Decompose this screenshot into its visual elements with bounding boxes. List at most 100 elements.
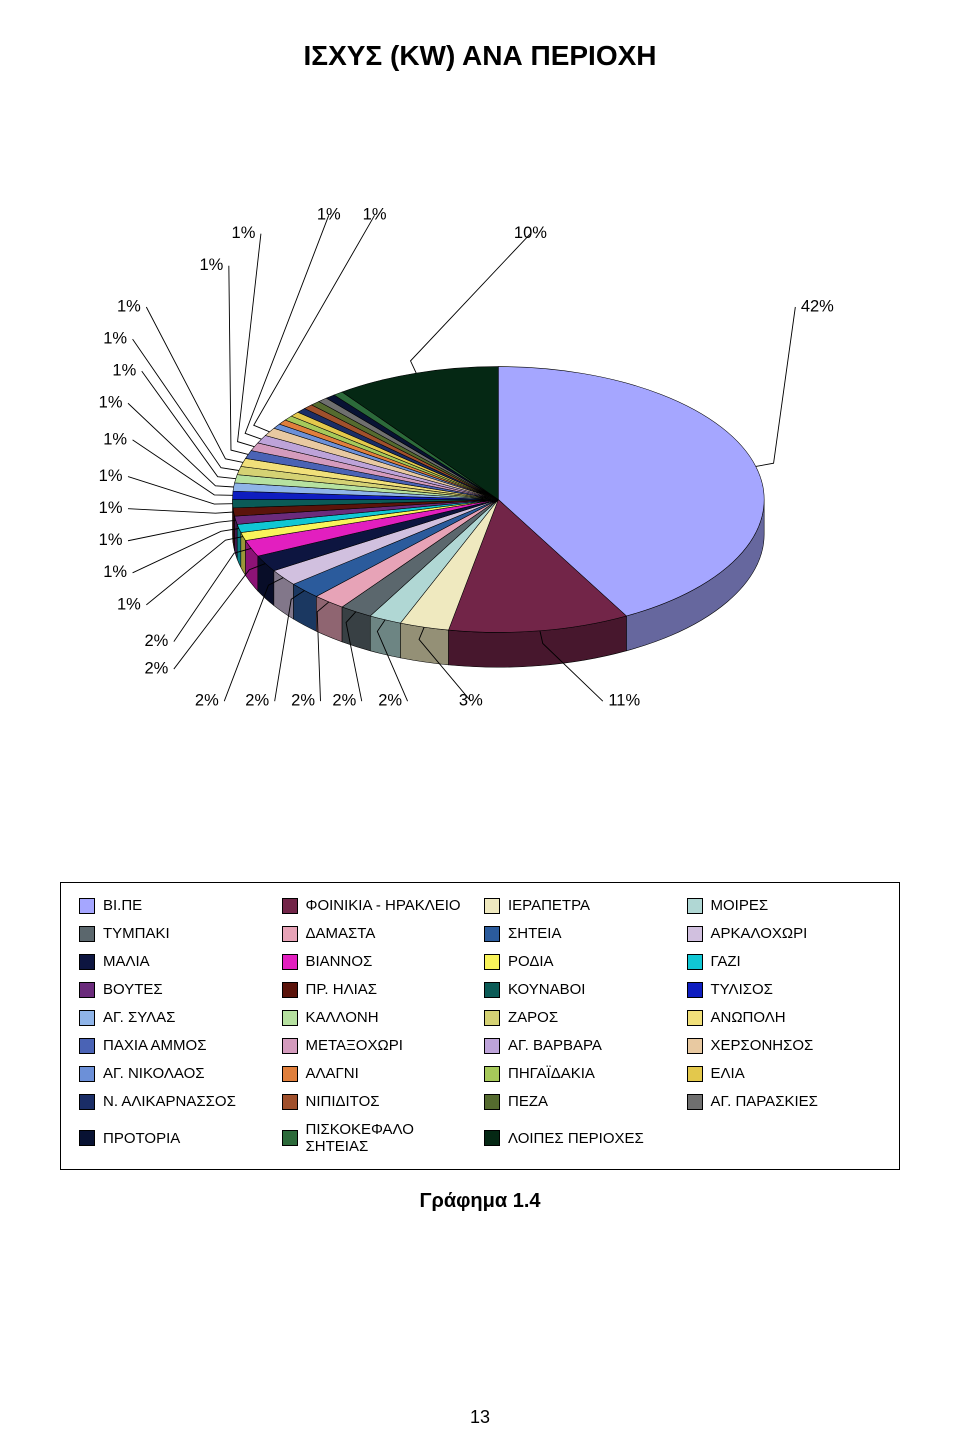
legend-label: ΒΙΑΝΝΟΣ	[306, 953, 373, 970]
legend-item: ΠΗΓΑΪΔΑΚΙΑ	[484, 1065, 679, 1082]
legend-label: ΜΑΛΙΑ	[103, 953, 150, 970]
legend-item: ΠΡΟΤΟΡΙΑ	[79, 1121, 274, 1155]
legend-swatch	[484, 954, 500, 970]
legend-label: ΧΕΡΣΟΝΗΣΟΣ	[711, 1037, 814, 1054]
legend-label: ΛΟΙΠΕΣ ΠΕΡΙΟΧΕΣ	[508, 1130, 644, 1147]
legend-item: ΜΑΛΙΑ	[79, 953, 274, 970]
legend-swatch	[687, 982, 703, 998]
legend-label: ΕΛΙΑ	[711, 1065, 745, 1082]
pie-callout-label: 2%	[195, 692, 219, 710]
page-number: 13	[0, 1407, 960, 1428]
legend-item: ΑΓ. ΠΑΡΑΣΚΙΕΣ	[687, 1093, 882, 1110]
legend-item: ΒΙ.ΠΕ	[79, 897, 274, 914]
legend-item: ΧΕΡΣΟΝΗΣΟΣ	[687, 1037, 882, 1054]
pie-callout-label: 1%	[232, 224, 256, 242]
legend-item: ΝΙΠΙΔΙΤΟΣ	[282, 1093, 477, 1110]
legend-swatch	[687, 1038, 703, 1054]
legend-item: ΖΑΡΟΣ	[484, 1009, 679, 1026]
pie-callout-label: 42%	[801, 297, 834, 315]
pie-callout-label: 2%	[144, 659, 168, 677]
chart-caption: Γράφημα 1.4	[40, 1190, 920, 1213]
legend-item: ΒΙΑΝΝΟΣ	[282, 953, 477, 970]
legend-label: ΑΡΚΑΛΟΧΩΡΙ	[711, 925, 808, 942]
pie-callout-label: 1%	[317, 206, 341, 224]
pie-callout-label: 1%	[363, 206, 387, 224]
legend-label: ΠΕΖΑ	[508, 1093, 548, 1110]
legend-swatch	[687, 1094, 703, 1110]
legend-item: ΑΓ. ΣΥΛΑΣ	[79, 1009, 274, 1026]
legend-label: ΑΛΑΓΝΙ	[306, 1065, 359, 1082]
legend-label: ΔΑΜΑΣΤΑ	[306, 925, 376, 942]
legend-label: ΡΟΔΙΑ	[508, 953, 554, 970]
legend-item: ΔΑΜΑΣΤΑ	[282, 925, 477, 942]
page: ΙΣΧΥΣ (KW) ΑΝΑ ΠΕΡΙΟΧΗ 42%11%3%2%2%2%2%2…	[0, 0, 960, 1452]
legend-swatch	[282, 1010, 298, 1026]
legend-item: ΦΟΙΝΙΚΙΑ - ΗΡΑΚΛΕΙΟ	[282, 897, 477, 914]
legend-swatch	[484, 1066, 500, 1082]
legend-label: ΚΟΥΝΑΒΟΙ	[508, 981, 585, 998]
legend-label: ΑΓ. ΠΑΡΑΣΚΙΕΣ	[711, 1093, 818, 1110]
pie-callout-label: 1%	[103, 329, 127, 347]
legend-label: ΠΗΓΑΪΔΑΚΙΑ	[508, 1065, 595, 1082]
legend-label: ΤΥΛΙΣΟΣ	[711, 981, 773, 998]
pie-callout-label: 2%	[245, 692, 269, 710]
legend-item: ΑΝΩΠΟΛΗ	[687, 1009, 882, 1026]
pie-callout-label: 1%	[112, 362, 136, 380]
legend-label: ΦΟΙΝΙΚΙΑ - ΗΡΑΚΛΕΙΟ	[306, 897, 461, 914]
legend-item: ΑΓ. ΝΙΚΟΛΑΟΣ	[79, 1065, 274, 1082]
pie-callout-label: 11%	[608, 692, 640, 710]
legend-item: Ν. ΑΛΙΚΑΡΝΑΣΣΟΣ	[79, 1093, 274, 1110]
legend-label: Ν. ΑΛΙΚΑΡΝΑΣΣΟΣ	[103, 1093, 236, 1110]
legend-swatch	[687, 954, 703, 970]
legend-swatch	[687, 1010, 703, 1026]
legend-item: ΤΥΜΠΑΚΙ	[79, 925, 274, 942]
pie-callout-label: 2%	[144, 632, 168, 650]
legend-swatch	[282, 1066, 298, 1082]
legend-swatch	[79, 926, 95, 942]
legend-swatch	[282, 926, 298, 942]
legend-swatch	[687, 1066, 703, 1082]
legend-item: ΛΟΙΠΕΣ ΠΕΡΙΟΧΕΣ	[484, 1121, 679, 1155]
legend-item: ΕΛΙΑ	[687, 1065, 882, 1082]
legend-label: ΑΝΩΠΟΛΗ	[711, 1009, 786, 1026]
pie-callout-label: 10%	[514, 224, 547, 242]
legend-label: ΓΑΖΙ	[711, 953, 741, 970]
legend-swatch	[282, 954, 298, 970]
legend-item: ΑΡΚΑΛΟΧΩΡΙ	[687, 925, 882, 942]
legend-item: ΙΕΡΑΠΕΤΡΑ	[484, 897, 679, 914]
legend-swatch	[282, 1130, 298, 1146]
pie-chart: 42%11%3%2%2%2%2%2%2%2%1%1%1%1%1%1%1%1%1%…	[40, 82, 920, 862]
legend-swatch	[79, 1130, 95, 1146]
legend-swatch	[484, 898, 500, 914]
legend-label: ΣΗΤΕΙΑ	[508, 925, 561, 942]
legend-item: ΠΡ. ΗΛΙΑΣ	[282, 981, 477, 998]
pie-callout-label: 1%	[103, 430, 127, 448]
pie-callout-label: 1%	[99, 531, 123, 549]
legend-label: ΙΕΡΑΠΕΤΡΑ	[508, 897, 590, 914]
legend-swatch	[484, 1010, 500, 1026]
legend-swatch	[79, 1010, 95, 1026]
legend-swatch	[282, 898, 298, 914]
legend-swatch	[79, 898, 95, 914]
legend-swatch	[79, 1094, 95, 1110]
legend-item: ΠΙΣΚΟΚΕΦΑΛΟ ΣΗΤΕΙΑΣ	[282, 1121, 477, 1155]
pie-callout-label: 1%	[117, 297, 141, 315]
legend-swatch	[282, 982, 298, 998]
legend-item: ΜΟΙΡΕΣ	[687, 897, 882, 914]
chart-title: ΙΣΧΥΣ (KW) ΑΝΑ ΠΕΡΙΟΧΗ	[40, 40, 920, 72]
pie-callout-label: 3%	[459, 692, 483, 710]
pie-callout-label: 1%	[99, 467, 123, 485]
legend-item: ΠΕΖΑ	[484, 1093, 679, 1110]
legend-swatch	[687, 926, 703, 942]
pie-callout-label: 1%	[99, 499, 123, 517]
pie-callout-label: 1%	[103, 563, 127, 581]
legend-swatch	[79, 954, 95, 970]
legend-swatch	[484, 1038, 500, 1054]
legend-item: ΤΥΛΙΣΟΣ	[687, 981, 882, 998]
legend-swatch	[484, 1130, 500, 1146]
legend-swatch	[484, 1094, 500, 1110]
legend-label: ΖΑΡΟΣ	[508, 1009, 558, 1026]
legend-swatch	[79, 1038, 95, 1054]
legend-swatch	[79, 1066, 95, 1082]
legend-item: ΑΛΑΓΝΙ	[282, 1065, 477, 1082]
